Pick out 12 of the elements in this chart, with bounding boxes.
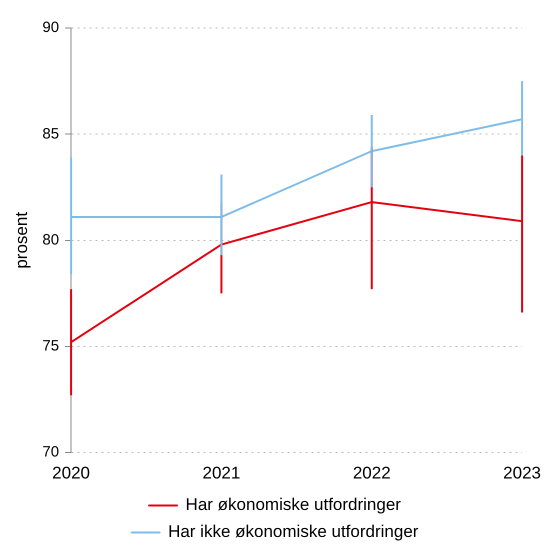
legend-label: Har økonomiske utfordringer [186,495,402,514]
y-tick-label: 85 [42,125,60,142]
y-tick-label: 90 [42,19,60,36]
legend-label: Har ikke økonomiske utfordringer [168,522,419,542]
x-tick-label: 2022 [352,463,391,482]
y-tick-label: 70 [42,444,60,461]
y-axis-title: prosent [12,212,31,269]
x-tick-label: 2021 [202,463,240,482]
y-tick-label: 80 [42,231,60,248]
x-tick-label: 2023 [503,463,542,482]
y-tick-label: 75 [42,338,60,355]
x-tick-label: 2020 [52,463,90,482]
